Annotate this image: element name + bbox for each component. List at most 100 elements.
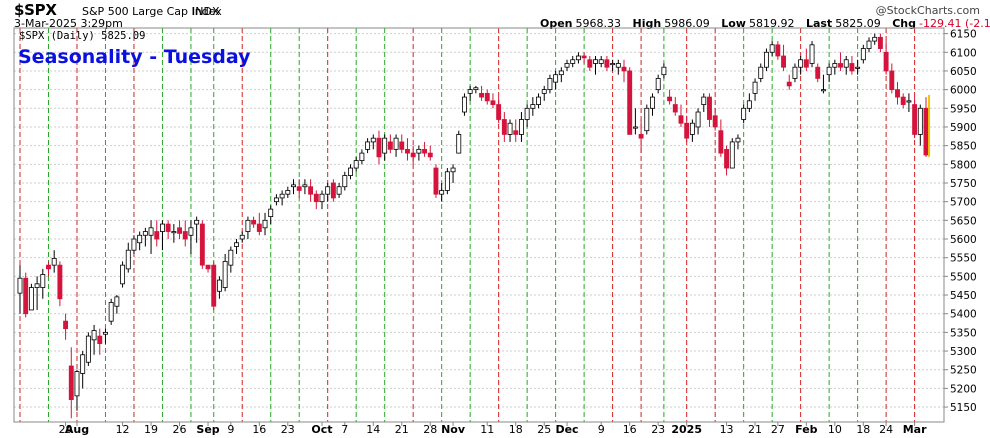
candle-body bbox=[74, 371, 80, 397]
chart-header: $SPX S&P 500 Large Cap Index INDX @Stock… bbox=[0, 0, 990, 42]
candle-body bbox=[97, 335, 103, 344]
x-tick-label: 21 bbox=[395, 423, 409, 436]
candle-body bbox=[820, 89, 826, 92]
candle-body bbox=[444, 171, 450, 191]
candle-body bbox=[712, 115, 718, 128]
candle-body bbox=[547, 78, 553, 91]
candle-body bbox=[342, 175, 348, 188]
candle-body bbox=[604, 59, 610, 68]
candle-body bbox=[456, 134, 462, 154]
candle-body bbox=[291, 184, 296, 188]
candle bbox=[28, 283, 34, 311]
y-tick-label: 5500 bbox=[950, 271, 977, 283]
x-tick-label: 9 bbox=[227, 423, 234, 436]
x-tick-label: Oct bbox=[311, 423, 332, 436]
candle bbox=[120, 261, 126, 288]
candle-body bbox=[484, 92, 490, 102]
candle-body bbox=[615, 63, 621, 68]
candle-body bbox=[661, 66, 667, 76]
y-tick-label: 5800 bbox=[950, 159, 977, 171]
candle-body bbox=[154, 231, 160, 240]
candle-body bbox=[598, 59, 604, 64]
candle bbox=[895, 82, 900, 105]
candle-body bbox=[838, 63, 843, 68]
y-tick-label: 5650 bbox=[950, 215, 977, 227]
candle-body bbox=[564, 63, 570, 68]
candle-body bbox=[296, 186, 302, 191]
x-tick-label: 16 bbox=[623, 423, 637, 436]
candle-body bbox=[667, 96, 673, 102]
candle bbox=[154, 220, 160, 247]
candle bbox=[798, 56, 804, 75]
candle-body bbox=[798, 59, 804, 68]
candle-body bbox=[137, 234, 143, 244]
candle-body bbox=[393, 137, 399, 150]
candle bbox=[826, 63, 832, 83]
candle bbox=[644, 104, 650, 135]
candle bbox=[68, 347, 74, 419]
candle bbox=[353, 156, 359, 172]
candle-body bbox=[803, 59, 809, 68]
x-tick-label: 28 bbox=[423, 423, 437, 436]
candle bbox=[387, 134, 393, 154]
candle-body bbox=[627, 70, 633, 135]
x-tick-label: 23 bbox=[651, 423, 665, 436]
candle bbox=[490, 93, 496, 109]
candle bbox=[34, 276, 40, 310]
candle-body bbox=[826, 66, 832, 76]
candle bbox=[473, 85, 479, 94]
candle-body bbox=[883, 51, 889, 72]
candle bbox=[775, 41, 781, 60]
candle-body bbox=[769, 44, 775, 53]
candle-body bbox=[131, 238, 137, 251]
candle bbox=[199, 220, 205, 269]
candle bbox=[296, 179, 302, 198]
candle-body bbox=[182, 231, 188, 240]
candle-body bbox=[473, 87, 479, 91]
candle bbox=[188, 220, 194, 254]
candle-body bbox=[256, 223, 262, 232]
candle bbox=[245, 216, 251, 240]
chart-title: Seasonality - Tuesday bbox=[18, 46, 251, 68]
candle-body bbox=[336, 186, 342, 195]
candle-body bbox=[216, 279, 222, 292]
candle bbox=[547, 74, 553, 94]
candle-body bbox=[17, 277, 23, 294]
candle bbox=[479, 85, 484, 101]
candle bbox=[222, 253, 228, 292]
candle-body bbox=[610, 63, 616, 66]
candle bbox=[205, 264, 211, 273]
candle-body bbox=[912, 104, 918, 135]
candle bbox=[838, 52, 843, 71]
candle-body bbox=[809, 44, 815, 64]
candle bbox=[553, 70, 559, 90]
candle-body bbox=[171, 231, 177, 234]
candle bbox=[621, 59, 627, 83]
candle-body bbox=[553, 74, 559, 83]
candle bbox=[256, 212, 262, 236]
candle-body bbox=[701, 96, 707, 105]
candle bbox=[336, 182, 342, 198]
last-value: 5825.09 bbox=[835, 17, 881, 30]
candle-body bbox=[85, 335, 91, 363]
candle-body bbox=[513, 130, 519, 135]
x-tick-label: 11 bbox=[480, 423, 494, 436]
candle-body bbox=[57, 264, 63, 300]
y-tick-label: 5600 bbox=[950, 234, 977, 246]
candle-body bbox=[593, 59, 598, 64]
candle-body bbox=[923, 107, 929, 156]
candle-body bbox=[376, 137, 382, 158]
x-tick-label: Feb bbox=[795, 423, 818, 436]
exchange-label: INDX bbox=[192, 5, 220, 18]
candle bbox=[815, 63, 821, 83]
timestamp-label: 3-Mar-2025 3:29pm bbox=[14, 17, 123, 30]
candle bbox=[97, 328, 103, 355]
candle-body bbox=[496, 104, 502, 120]
candle bbox=[752, 78, 758, 101]
candle-body bbox=[866, 40, 872, 49]
candle-body bbox=[689, 122, 695, 135]
candle bbox=[319, 190, 325, 210]
candle-body bbox=[34, 283, 40, 288]
candle bbox=[689, 119, 695, 142]
